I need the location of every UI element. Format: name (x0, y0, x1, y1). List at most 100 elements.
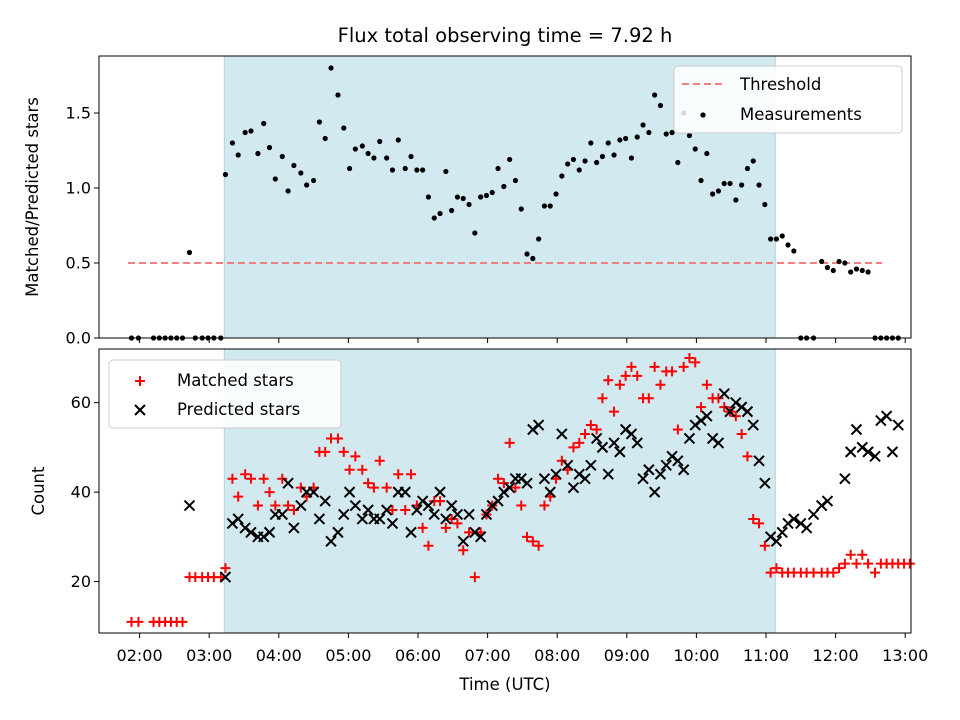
measurement-point (311, 177, 317, 184)
measurement-point (791, 248, 797, 254)
matched-star-point (851, 558, 862, 569)
matched-star-point (469, 572, 480, 583)
predicted-star-point (631, 437, 643, 449)
predicted-star-point (776, 526, 788, 539)
measurement-point (824, 264, 831, 271)
matched-star-point (742, 451, 753, 462)
matched-star-point (556, 455, 567, 466)
matched-star-point (363, 478, 374, 489)
y-axis-label: Matched/Predicted stars (23, 97, 42, 297)
measurement-point (229, 140, 235, 146)
matched-star-point (320, 446, 331, 457)
predicted-star-point (807, 508, 820, 521)
measurement-point (698, 177, 704, 184)
y-tick-label: 40 (71, 483, 91, 502)
predicted-star-point (701, 410, 713, 422)
predicted-star-point (457, 535, 469, 548)
predicted-star-point (445, 499, 458, 512)
matched-star-point (765, 567, 776, 578)
x-tick-label: 09:00 (604, 646, 650, 665)
measurement-point (663, 131, 669, 137)
predicted-star-point (880, 410, 893, 422)
measurement-point (466, 201, 472, 208)
matched-star-point (252, 500, 263, 511)
measurement-point (449, 207, 455, 214)
predicted-star-point (399, 486, 411, 498)
matched-star-point (597, 393, 608, 404)
predicted-star-point (480, 508, 493, 521)
matched-star-point (522, 531, 533, 542)
matched-star-point (368, 482, 379, 493)
measurement-point (576, 167, 582, 173)
matched-star-point (603, 375, 614, 386)
predicted-star-point (892, 419, 904, 431)
bottom-panel-star-counts: 20 40 60 02:00 03:00 04:00 05:00 06:00 07:00 08:0… (29, 348, 928, 665)
matched-star-point (258, 473, 269, 484)
predicted-star-point (463, 508, 475, 521)
matched-star-point (510, 482, 521, 493)
predicted-star-point (800, 522, 813, 534)
predicted-star-point (451, 508, 464, 521)
predicted-star-point (521, 477, 533, 489)
matched-star-point (568, 442, 579, 453)
matched-star-point (381, 482, 392, 493)
matched-star-point (227, 473, 238, 484)
matched-star-point (678, 361, 689, 372)
predicted-star-point (428, 508, 440, 521)
predicted-star-point (288, 522, 300, 534)
matched-star-point (591, 424, 602, 435)
matched-star-point (374, 455, 385, 466)
measurement-point (836, 258, 842, 265)
predicted-star-point (753, 455, 765, 467)
matched-star-point (626, 361, 637, 372)
axes-frame (98, 348, 912, 634)
predicted-star-point (724, 405, 736, 418)
predicted-star-point (232, 513, 244, 525)
matched-star-point (580, 428, 591, 439)
measurement-point (565, 161, 571, 167)
x-tick-label: 13:00 (882, 646, 928, 665)
measurement-point (478, 194, 484, 200)
matched-star-point (393, 469, 404, 480)
measurement-point (530, 255, 536, 262)
measurement-point (710, 191, 716, 197)
matched-star-point (684, 352, 695, 363)
measurement-point (669, 129, 675, 136)
matched-star-point (504, 437, 515, 448)
measurement-point (652, 92, 658, 98)
predicted-star-point (263, 526, 276, 539)
predicted-star-point (625, 428, 638, 440)
x-tick-label: 04:00 (256, 646, 302, 665)
predicted-star-point (660, 459, 672, 471)
measurement-point (628, 155, 635, 161)
x-tick-label: 10:00 (673, 646, 719, 665)
measurement-point (865, 269, 871, 275)
measurement-point (248, 128, 254, 134)
measurement-point (272, 176, 278, 182)
measurement-point (414, 167, 420, 173)
matched-star-point (240, 469, 251, 480)
measurement-point (255, 150, 261, 157)
legend-measurements-swatch (700, 112, 706, 118)
y-tick-label: 1.5 (66, 104, 91, 123)
predicted-star-point (567, 481, 580, 494)
measurement-point (739, 182, 745, 188)
predicted-star-point (654, 468, 667, 480)
matched-star-point (423, 540, 434, 551)
matched-star-point (446, 513, 457, 524)
measurement-point (692, 146, 698, 152)
legend-threshold-label: Threshold (739, 75, 821, 94)
matched-star-point (493, 473, 504, 484)
measurement-point (605, 140, 611, 146)
predicted-star-point (590, 432, 603, 445)
measurement-point (352, 146, 358, 152)
predicted-star-point (434, 486, 446, 498)
matched-star-point (133, 616, 144, 627)
matched-star-point (701, 379, 712, 390)
measurement-point (541, 203, 548, 209)
measurement-point (750, 158, 756, 164)
measurement-point (261, 120, 267, 127)
measurement-point (322, 135, 328, 142)
measurement-point (495, 165, 501, 172)
y-tick-label: 20 (71, 572, 91, 591)
